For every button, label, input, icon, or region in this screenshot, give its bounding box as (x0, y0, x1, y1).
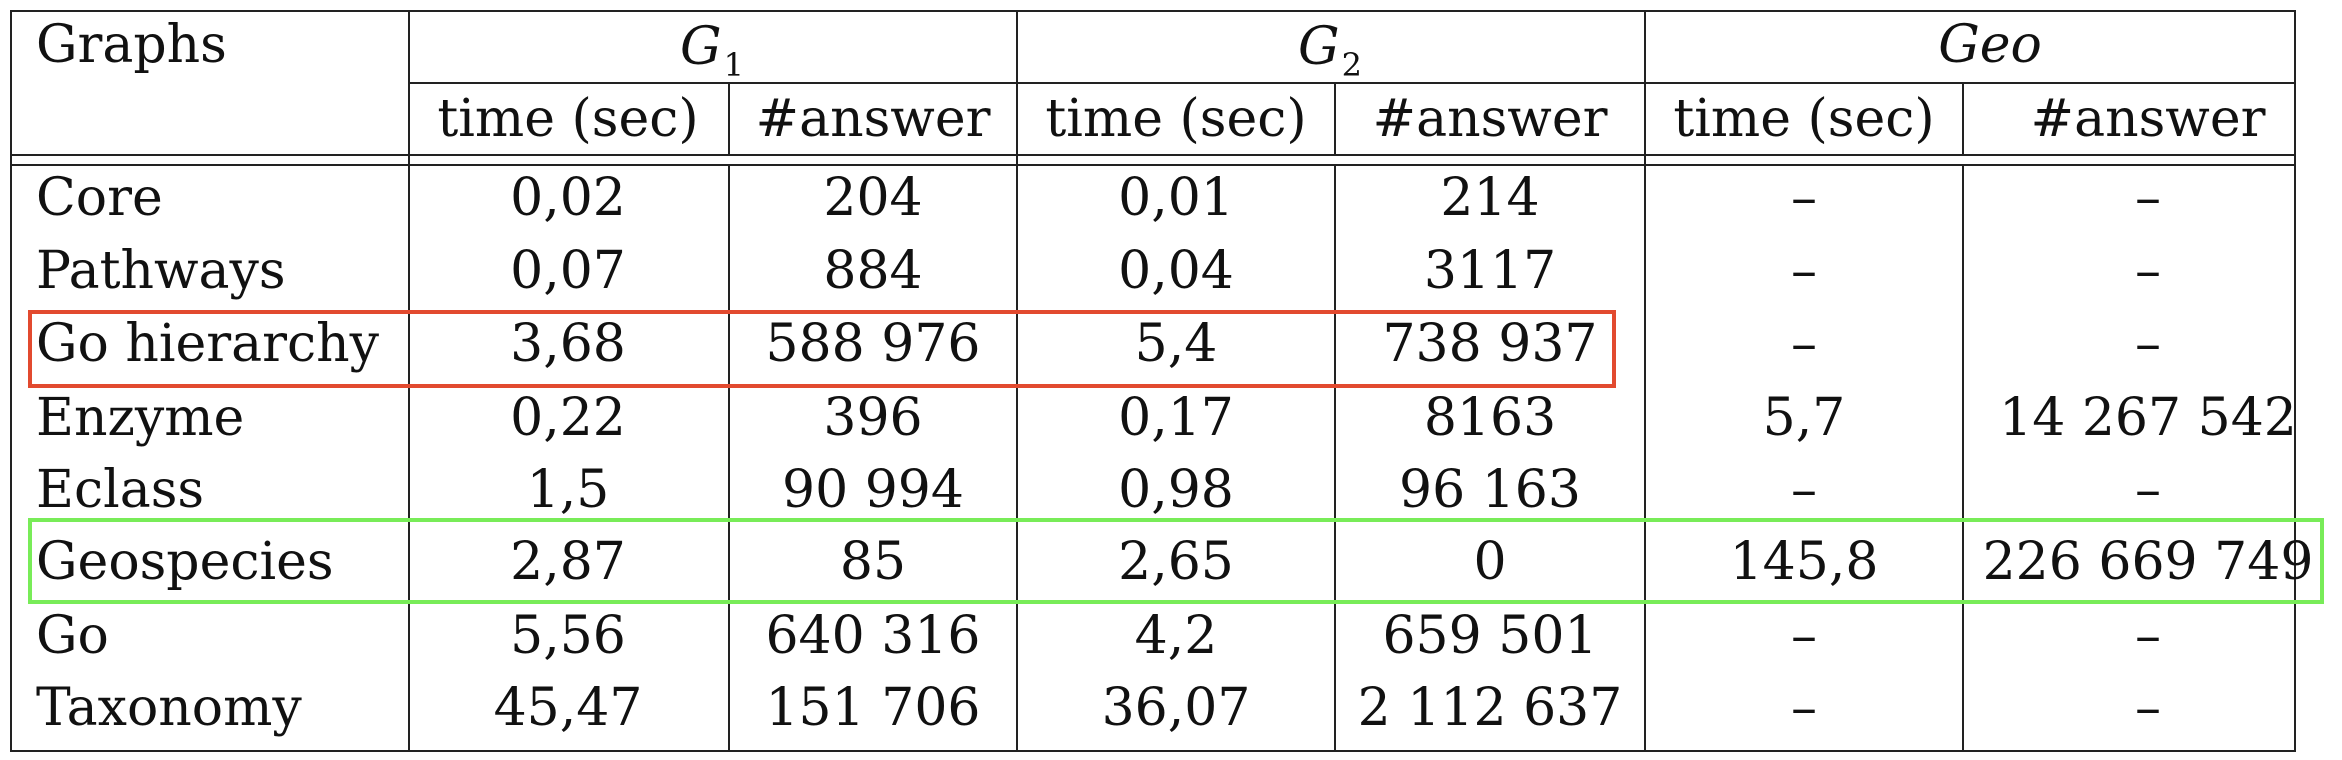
row-header-label: Graphs (36, 15, 227, 75)
row-label: Pathways (36, 241, 286, 301)
table-cell: 396 (823, 388, 923, 448)
table-cell: – (2135, 241, 2161, 301)
row-label: Go (36, 606, 109, 666)
table-cell: 145,8 (1729, 532, 1879, 592)
table-cell: – (1791, 168, 1817, 228)
table-cell: 96 163 (1399, 460, 1581, 520)
row-label: Geospecies (36, 532, 334, 592)
col-divider-g1-inner-body (728, 164, 730, 750)
table-cell: 226 669 749 (1982, 532, 2314, 592)
table-cell: – (1791, 314, 1817, 374)
table-cell: 151 706 (765, 678, 981, 738)
col-divider-g2-geo (1644, 10, 1646, 750)
subheader-g2-time: time (sec) (1045, 89, 1307, 149)
table-cell: 738 937 (1382, 314, 1598, 374)
table-cell: 588 976 (765, 314, 981, 374)
table-cell: – (2135, 314, 2161, 374)
table-cell: 0,07 (510, 241, 626, 301)
group-header-rule (410, 82, 2294, 84)
table-cell: 4,2 (1134, 606, 1218, 666)
table-cell: – (1791, 460, 1817, 520)
table-cell: 90 994 (782, 460, 964, 520)
table-cell: – (2135, 606, 2161, 666)
row-label: Enzyme (36, 388, 245, 448)
row-label: Eclass (36, 460, 205, 520)
col-divider-g1-inner (728, 84, 730, 156)
table-cell: 0,98 (1118, 460, 1234, 520)
group-name: Geo (1938, 15, 2042, 75)
table-cell: 0,22 (510, 388, 626, 448)
table-cell: 2 112 637 (1357, 678, 1623, 738)
subheader-geo-answer: #answer (2030, 89, 2266, 149)
subheader-g1-answer: #answer (755, 89, 991, 149)
table-cell: 640 316 (765, 606, 981, 666)
table-cell: 1,5 (526, 460, 610, 520)
table-cell: 36,07 (1101, 678, 1251, 738)
group-subscript: 2 (1341, 46, 1362, 84)
table-cell: – (2135, 460, 2161, 520)
table-cell: 3,68 (510, 314, 626, 374)
row-label: Core (36, 168, 163, 228)
col-divider-geo-inner-body (1962, 164, 1964, 750)
table-cell: 204 (823, 168, 923, 228)
table-cell: 0,17 (1118, 388, 1234, 448)
row-label: Go hierarchy (36, 314, 379, 374)
col-divider-geo-inner (1962, 84, 1964, 156)
table-cell: 0,01 (1118, 168, 1234, 228)
table-cell: 14 267 542 (1999, 388, 2297, 448)
table-cell: 0,04 (1118, 241, 1234, 301)
col-divider-g1-g2 (1016, 10, 1018, 750)
group-name: G (680, 17, 722, 77)
highlight-green-geospecies (28, 518, 2324, 604)
table-cell: 8163 (1423, 388, 1557, 448)
table-cell: 2,87 (510, 532, 626, 592)
table-cell: – (1791, 241, 1817, 301)
table-cell: 214 (1440, 168, 1540, 228)
subheader-g2-answer: #answer (1372, 89, 1608, 149)
group-header-g1: G1 (680, 21, 744, 81)
results-table (10, 10, 2296, 752)
subheader-geo-time: time (sec) (1673, 89, 1935, 149)
group-name: G (1298, 17, 1340, 77)
table-cell: 5,4 (1134, 314, 1218, 374)
table-cell: 3117 (1423, 241, 1557, 301)
table-cell: 0 (1473, 532, 1507, 592)
table-cell: 85 (839, 532, 907, 592)
col-divider-graphs (408, 10, 410, 750)
table-cell: 884 (823, 241, 923, 301)
group-subscript: 1 (723, 46, 744, 84)
table-cell: – (1791, 606, 1817, 666)
table-cell: 45,47 (493, 678, 643, 738)
table-cell: – (1791, 678, 1817, 738)
col-divider-g2-inner (1334, 84, 1336, 156)
table-cell: 2,65 (1118, 532, 1234, 592)
highlight-red-go-hierarchy (28, 310, 1616, 388)
table-cell: 0,02 (510, 168, 626, 228)
header-bottom-rule-1 (10, 154, 2294, 156)
table-cell: – (2135, 678, 2161, 738)
row-label: Taxonomy (36, 678, 302, 738)
table-cell: 5,7 (1762, 388, 1846, 448)
header-bottom-rule-2 (10, 164, 2294, 166)
group-header-g2: G2 (1298, 21, 1362, 81)
subheader-g1-time: time (sec) (437, 89, 699, 149)
table-cell: 659 501 (1382, 606, 1598, 666)
table-cell: 5,56 (510, 606, 626, 666)
col-divider-g2-inner-body (1334, 164, 1336, 750)
group-header-geo: Geo (1938, 19, 2042, 71)
table-cell: – (2135, 168, 2161, 228)
